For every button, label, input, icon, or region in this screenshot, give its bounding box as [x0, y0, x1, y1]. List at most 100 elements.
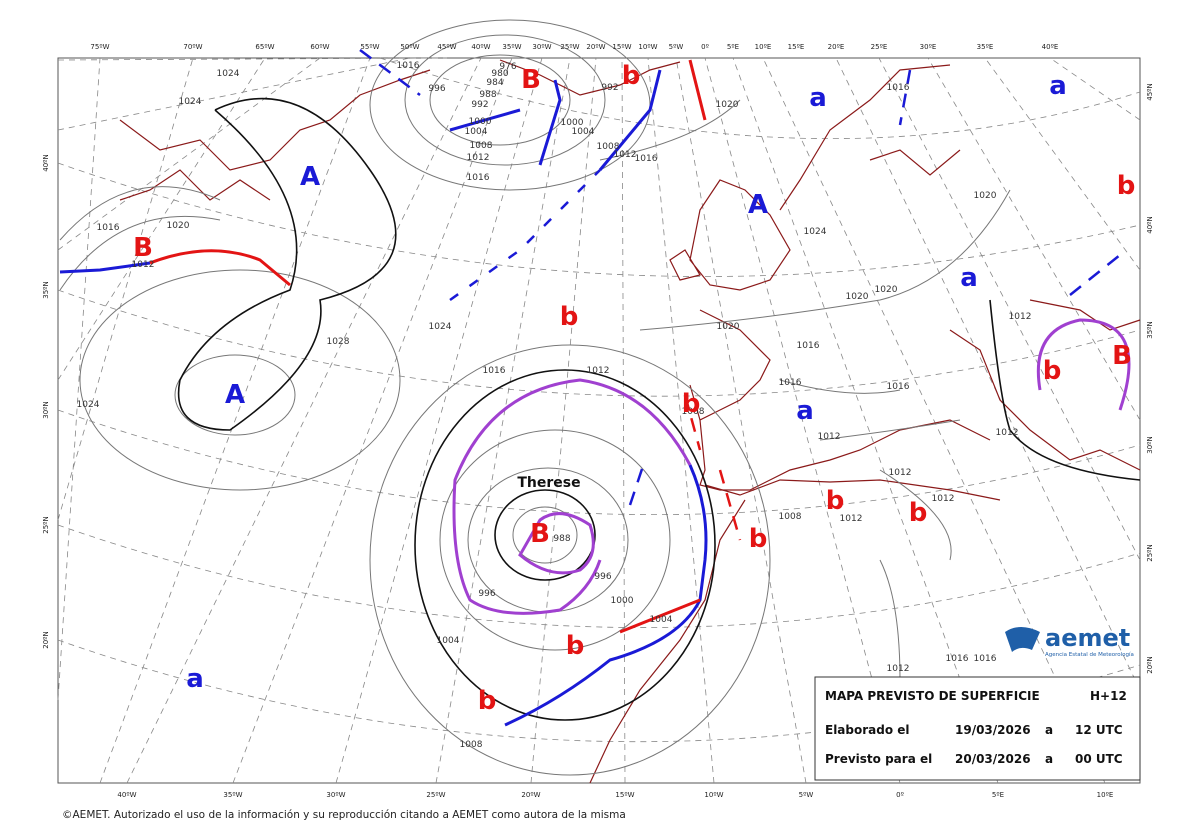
- isobar: [79, 269, 401, 491]
- isobar-label: 1020: [875, 285, 898, 295]
- high-pressure-centre: a: [960, 263, 978, 293]
- isobar-label: 1016: [635, 154, 658, 164]
- meridian: [232, 57, 513, 784]
- top-axis-label: 20ºW: [586, 43, 605, 51]
- isobar-label: 1024: [804, 227, 827, 237]
- top-axis-label: 10ºE: [755, 43, 772, 51]
- high-pressure-centre: A: [225, 380, 245, 410]
- isobar: [369, 344, 771, 776]
- low-pressure-centre: B: [521, 65, 541, 95]
- isobar-label: 1012: [1009, 312, 1032, 322]
- logo-icon: [1005, 627, 1040, 652]
- bottom-axis-label: 40ºW: [117, 791, 136, 799]
- parallel: [57, 524, 1141, 628]
- isobar: [989, 299, 1141, 481]
- isobar-label: 1016: [97, 223, 120, 233]
- meridian: [435, 57, 571, 784]
- meridian: [927, 57, 1141, 421]
- low-pressure-centre: b: [566, 631, 585, 661]
- labels: 75ºW 70ºW 65ºW 60ºW 55ºW 50ºW 45ºW 40ºW 35ºW 30ºW…: [42, 43, 1154, 799]
- warm-front: [149, 249, 291, 287]
- right-axis-label: 35ºN: [1146, 321, 1154, 338]
- isobar-label: 1008: [682, 407, 705, 417]
- info-label: Previsto para el: [825, 752, 932, 766]
- info-box-frame: [814, 676, 1141, 781]
- isobar-label: 988: [553, 534, 570, 544]
- isobar-label: 1024: [217, 69, 240, 79]
- isobar-label: 1020: [846, 292, 869, 302]
- isobar-label: 1012: [587, 366, 610, 376]
- trough: [683, 394, 742, 541]
- logo-name: aemet: [1045, 624, 1130, 652]
- cold-front-frontogenesis: [449, 169, 601, 302]
- info-sep: a: [1045, 723, 1053, 737]
- isobar-label: 1016: [887, 382, 910, 392]
- top-axis-label: 5ºE: [727, 43, 739, 51]
- top-axis-label: 15ºE: [788, 43, 805, 51]
- right-axis-label: 20ºN: [1146, 656, 1154, 673]
- isobar-label: 1020: [974, 191, 997, 201]
- isobar-label: 1020: [167, 221, 190, 231]
- meridian: [57, 57, 266, 381]
- isobar-label: 1020: [717, 322, 740, 332]
- top-axis-label: 65ºW: [255, 43, 274, 51]
- left-axis-label: 35ºN: [42, 281, 50, 298]
- meridian: [835, 57, 1141, 691]
- warm-front: [688, 59, 707, 121]
- top-axis-label: 30ºW: [532, 43, 551, 51]
- parallel: [57, 162, 1141, 277]
- isobar-label: 1012: [132, 260, 155, 270]
- isobar-label: 1020: [716, 100, 739, 110]
- low-pressure-centre: b: [682, 389, 701, 419]
- isobar-label: 1012: [889, 468, 912, 478]
- isobar-label: 996: [594, 572, 611, 582]
- isobar: [429, 54, 571, 146]
- isobar-label: 996: [478, 589, 495, 599]
- meridian: [99, 57, 371, 784]
- bottom-axis-label: 35ºW: [223, 791, 242, 799]
- left-axis-label: 40ºN: [42, 154, 50, 171]
- bottom-axis-label: 30ºW: [326, 791, 345, 799]
- cold-front: [59, 261, 151, 274]
- isobar-label: 1016: [483, 366, 506, 376]
- isobar-label: 1004: [650, 615, 673, 625]
- warm-front: [619, 598, 701, 634]
- isobar-label: 1008: [597, 142, 620, 152]
- isobar-label: 1024: [429, 322, 452, 332]
- top-axis-label: 30ºE: [920, 43, 937, 51]
- isobar: [404, 34, 606, 166]
- isobar-label: 1016: [779, 378, 802, 388]
- isobar-label: 984: [486, 78, 503, 88]
- info-label: Elaborado el: [825, 723, 910, 737]
- graticule: [57, 57, 1141, 784]
- isobar-label: 996: [428, 84, 445, 94]
- top-axis-label: 35ºW: [502, 43, 521, 51]
- isobar: [59, 99, 1011, 681]
- isobar-label: 1012: [932, 494, 955, 504]
- low-pressure-centre: b: [560, 302, 579, 332]
- cold-front: [504, 464, 708, 727]
- occluded-front: [1036, 318, 1131, 411]
- bottom-axis-label: 25ºW: [426, 791, 445, 799]
- bottom-axis-label: 5ºW: [799, 791, 814, 799]
- occluded-front: [518, 512, 595, 575]
- low-pressure-centre: b: [478, 686, 497, 716]
- isobar-label: 1016: [974, 654, 997, 664]
- meridian: [762, 57, 1106, 784]
- meridian: [57, 57, 101, 701]
- low-pressure-centre: b: [749, 524, 768, 554]
- coastline: [119, 69, 431, 201]
- parallel: [57, 289, 1141, 397]
- isobar-label: 992: [601, 83, 618, 93]
- isobar-label: 976: [499, 62, 516, 72]
- top-axis-label: 75ºW: [90, 43, 109, 51]
- bottom-axis-label: 0º: [896, 791, 904, 799]
- isobar-label: 1028: [327, 337, 350, 347]
- isobar: [177, 97, 397, 431]
- info-time: 12 UTC: [1075, 723, 1123, 737]
- bottom-axis-label: 20ºW: [521, 791, 540, 799]
- parallel: [379, 57, 1141, 139]
- trough: [359, 49, 1121, 506]
- isobar: [174, 354, 296, 436]
